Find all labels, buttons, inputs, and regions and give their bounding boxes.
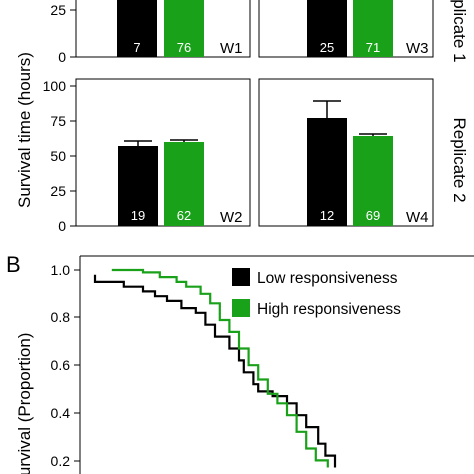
well-label-w4: W4 (406, 209, 429, 226)
legend-label-low: Low responsiveness (257, 270, 398, 287)
count-w3-high: 71 (366, 40, 380, 55)
survival-curve-low (93, 274, 337, 468)
ytick-label-row2-50: 50 (50, 148, 66, 164)
bar-w1-low (117, 0, 157, 57)
well-label-w1: W1 (220, 40, 243, 57)
ytick-label-row1-0: 0 (58, 49, 66, 65)
panel-w2: 19 62 W2 (75, 78, 251, 227)
replicate-1-label: Replicate 1 (450, 0, 469, 63)
count-w2-high: 62 (177, 208, 191, 223)
count-w2-low: 19 (131, 208, 145, 223)
ytick-label-b-04: 0.4 (51, 405, 71, 421)
ylabel-panel-a: Survival time (hours) (15, 52, 34, 208)
panel-w3: 25 71 W3 (258, 0, 434, 58)
ytick-label-row2-75: 75 (50, 113, 66, 129)
count-w1-high: 76 (177, 40, 191, 55)
count-w4-high: 69 (366, 208, 380, 223)
ytick-label-row2-25: 25 (50, 183, 66, 199)
ytick-label-row1-25: 25 (50, 2, 66, 18)
frame-w1 (75, 0, 251, 58)
count-w1-low: 7 (133, 40, 140, 55)
count-w3-low: 25 (320, 40, 334, 55)
well-label-w3: W3 (406, 40, 429, 57)
ytick-label-b-10: 1.0 (51, 262, 71, 278)
legend: Low responsiveness High responsiveness (232, 268, 401, 318)
panel-b-letter: B (6, 252, 21, 277)
replicate-2-label: Replicate 2 (450, 117, 469, 202)
well-label-w2: W2 (220, 209, 243, 226)
bar-w2-low (118, 146, 158, 226)
bar-w3-high (353, 0, 393, 57)
legend-label-high: High responsiveness (257, 301, 401, 318)
ytick-label-b-02: 0.2 (51, 453, 71, 469)
panel-w1: 7 76 W1 (75, 0, 251, 58)
panel-w4: 12 69 W4 (258, 78, 434, 227)
count-w4-low: 12 (320, 208, 334, 223)
frame-w2 (75, 78, 251, 227)
bar-w3-low (307, 0, 347, 57)
bar-w4-high (353, 136, 393, 226)
bar-w1-high (164, 0, 204, 57)
bar-w4-low (307, 118, 347, 226)
bar-w2-high (164, 142, 204, 226)
ytick-label-b-06: 0.6 (51, 357, 71, 373)
ylabel-panel-b: Survival (Proportion) (15, 333, 34, 474)
ytick-label-row2-100: 100 (43, 78, 67, 94)
legend-swatch-high (232, 299, 250, 317)
ytick-label-b-08: 0.8 (51, 309, 71, 325)
legend-swatch-low (232, 268, 250, 286)
survival-curve-high (111, 268, 329, 468)
ytick-label-row2-0: 0 (58, 218, 66, 234)
